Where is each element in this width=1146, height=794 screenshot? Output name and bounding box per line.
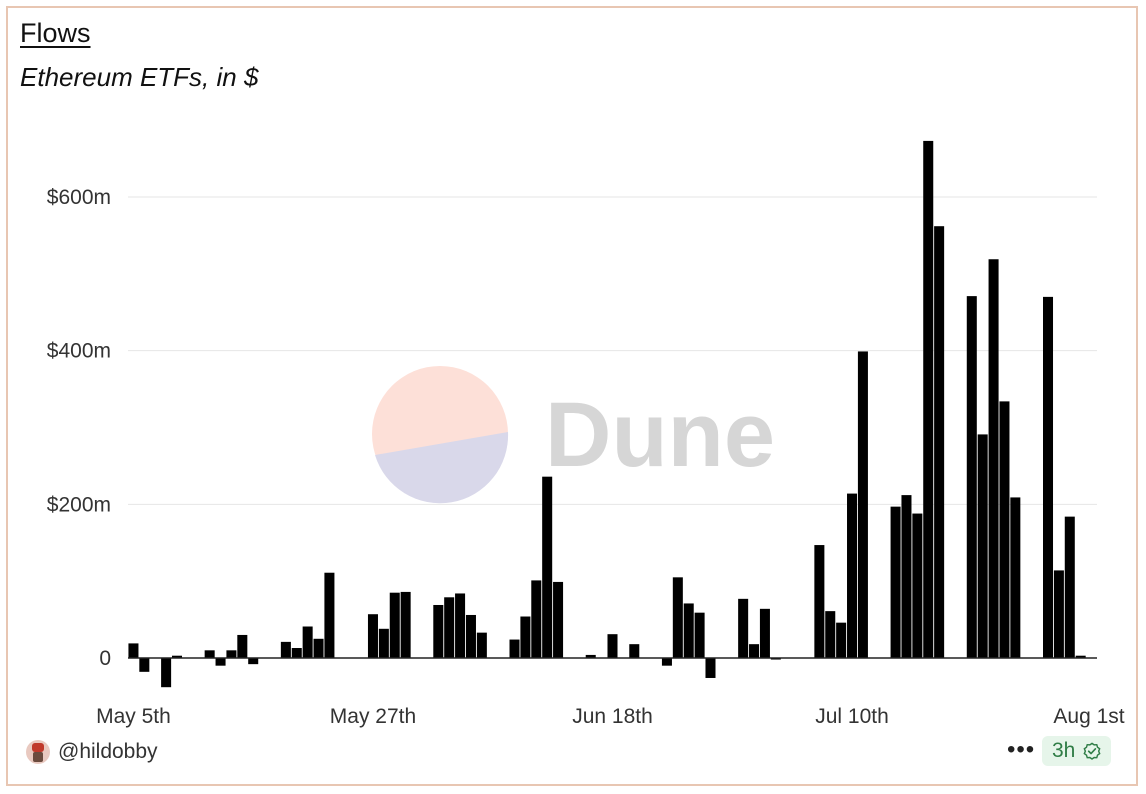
- flow-bar[interactable]: [814, 545, 825, 658]
- flow-bar[interactable]: [531, 580, 542, 658]
- flow-bar[interactable]: [749, 644, 760, 658]
- x-tick-label: Aug 1st: [1053, 705, 1124, 728]
- flow-bar[interactable]: [738, 598, 749, 658]
- flow-bar[interactable]: [629, 644, 640, 658]
- x-tick-label: May 27th: [330, 705, 416, 728]
- flow-bar[interactable]: [509, 639, 520, 658]
- flow-bar[interactable]: [759, 608, 770, 658]
- author-handle[interactable]: @hildobby: [58, 740, 158, 763]
- flow-bar[interactable]: [302, 626, 313, 659]
- flow-bar[interactable]: [770, 658, 781, 660]
- flow-bar[interactable]: [999, 401, 1010, 658]
- flow-bar[interactable]: [923, 140, 934, 658]
- flow-bar[interactable]: [912, 513, 923, 658]
- flow-bar[interactable]: [934, 226, 945, 658]
- flow-bar[interactable]: [857, 351, 868, 658]
- dune-watermark: Dune: [372, 366, 775, 504]
- flow-bar[interactable]: [890, 506, 901, 658]
- y-tick-label: $400m: [47, 340, 111, 363]
- y-axis-ticks: 0 $200m $400m $600m: [47, 186, 111, 670]
- flow-bar[interactable]: [128, 643, 139, 658]
- flow-bar[interactable]: [280, 641, 291, 658]
- check-badge-icon: [1083, 742, 1101, 760]
- freshness-label: 3h: [1052, 739, 1076, 762]
- flow-bar[interactable]: [966, 296, 977, 658]
- flow-bar[interactable]: [215, 658, 226, 666]
- flow-bar[interactable]: [988, 259, 999, 658]
- flow-bar[interactable]: [553, 581, 564, 658]
- flow-bar[interactable]: [433, 604, 444, 658]
- flow-bar[interactable]: [1053, 570, 1064, 658]
- flow-bar[interactable]: [585, 654, 596, 658]
- flow-bar[interactable]: [367, 614, 378, 658]
- x-tick-label: Jun 18th: [572, 705, 653, 728]
- flow-bar[interactable]: [672, 577, 683, 658]
- x-tick-label: Jul 10th: [815, 705, 889, 728]
- flow-bar[interactable]: [455, 593, 466, 658]
- flow-bar[interactable]: [204, 650, 215, 658]
- bars: [128, 140, 1086, 688]
- flow-bar[interactable]: [444, 597, 455, 658]
- user-avatar-icon: [26, 740, 50, 764]
- flow-bar[interactable]: [237, 634, 248, 658]
- flow-bar[interactable]: [542, 476, 553, 658]
- freshness-badge[interactable]: 3h: [1042, 736, 1112, 766]
- flow-bar[interactable]: [324, 572, 335, 658]
- flow-bar[interactable]: [694, 612, 705, 658]
- flow-bar[interactable]: [1064, 516, 1075, 658]
- flow-bar[interactable]: [161, 658, 172, 688]
- flow-bar[interactable]: [683, 603, 694, 658]
- more-options-button[interactable]: •••: [1007, 736, 1036, 763]
- chart-title[interactable]: Flows: [20, 18, 91, 48]
- flow-bar[interactable]: [171, 655, 183, 658]
- flow-bar[interactable]: [139, 658, 150, 672]
- flow-bar[interactable]: [901, 495, 912, 658]
- flow-bar[interactable]: [226, 650, 237, 658]
- dune-watermark-text: Dune: [545, 384, 775, 486]
- x-tick-label: May 5th: [96, 705, 171, 728]
- flow-bar[interactable]: [825, 611, 836, 658]
- flow-bar[interactable]: [705, 658, 716, 678]
- flow-bar[interactable]: [400, 591, 411, 658]
- flow-bar[interactable]: [476, 632, 487, 658]
- flow-bar[interactable]: [248, 658, 259, 665]
- flow-bar[interactable]: [291, 648, 302, 658]
- flow-bar[interactable]: [378, 628, 389, 658]
- flow-bar[interactable]: [465, 614, 476, 658]
- y-tick-label: 0: [99, 647, 111, 670]
- y-tick-label: $600m: [47, 186, 111, 209]
- flow-bar[interactable]: [389, 592, 400, 658]
- chart-subtitle: Ethereum ETFs, in $: [20, 62, 259, 92]
- y-tick-label: $200m: [47, 493, 111, 516]
- flow-bar[interactable]: [313, 638, 324, 658]
- x-axis-ticks: May 5th May 27th Jun 18th Jul 10th Aug 1st: [96, 705, 1125, 728]
- flow-bar[interactable]: [1010, 497, 1021, 658]
- flow-bar[interactable]: [1075, 655, 1086, 658]
- flow-bar[interactable]: [520, 616, 531, 658]
- flow-bar[interactable]: [661, 658, 672, 666]
- flow-bar[interactable]: [607, 634, 618, 658]
- flow-bar[interactable]: [836, 622, 847, 658]
- dune-logo-lower-half: [375, 432, 509, 504]
- author[interactable]: @hildobby: [26, 740, 158, 764]
- flow-bar[interactable]: [977, 434, 988, 658]
- flow-bar[interactable]: [847, 493, 858, 658]
- chart-card: [6, 6, 1138, 786]
- flow-bar[interactable]: [1043, 296, 1054, 658]
